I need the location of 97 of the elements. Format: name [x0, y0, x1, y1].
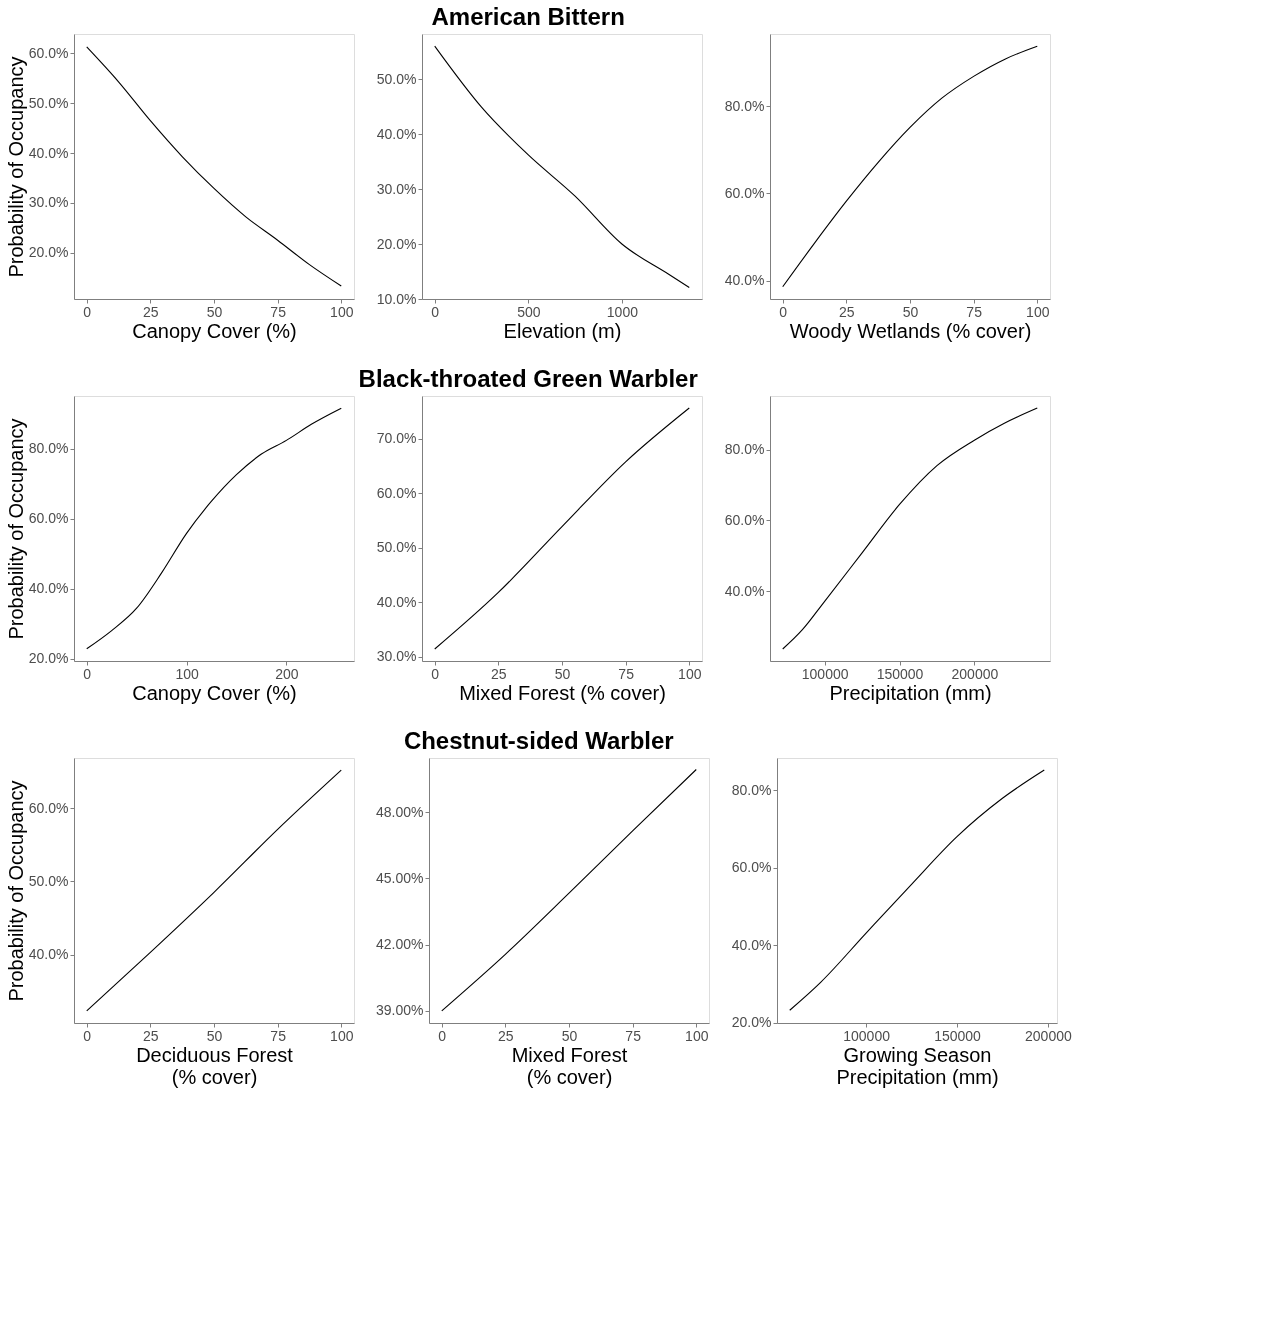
x-axis-title: Deciduous Forest (% cover) — [136, 1043, 294, 1088]
x-tick-label: 75 — [618, 665, 635, 682]
x-tick-label: 100 — [685, 1027, 709, 1044]
y-tick-label: 40.0% — [376, 125, 417, 142]
x-tick-label: 150000 — [876, 665, 924, 682]
x-axis-title: Precipitation (mm) — [829, 681, 992, 704]
x-tick-label: 500 — [517, 303, 541, 320]
x-tick-label: 0 — [431, 303, 440, 320]
x-tick-label: 25 — [143, 1027, 159, 1044]
y-axis-title: Probability of Occupancy — [4, 780, 27, 1002]
x-tick-label: 150000 — [934, 1027, 982, 1044]
y-tick-label: 10.0% — [376, 290, 417, 307]
y-tick-label: 45.00% — [376, 869, 424, 886]
line-series — [441, 768, 697, 1012]
y-tick-label: 50.0% — [28, 872, 69, 889]
chart-title: Chestnut-sided Warbler — [403, 726, 674, 754]
x-tick-label: 100000 — [801, 665, 849, 682]
y-axis-title: Probability of Occupancy — [4, 56, 27, 278]
line-series — [434, 407, 690, 650]
y-tick-label: 42.00% — [376, 936, 424, 953]
x-axis-title: Canopy Cover (%) — [132, 681, 297, 704]
y-tick-label: 39.00% — [376, 1002, 424, 1019]
x-tick-label: 0 — [83, 1027, 92, 1044]
y-tick-label: 20.0% — [731, 1014, 772, 1031]
x-axis-title: Canopy Cover (%) — [132, 319, 297, 342]
x-axis-title: Mixed Forest (% cover) — [459, 681, 666, 704]
y-tick-label: 70.0% — [376, 430, 417, 447]
y-tick-label: 80.0% — [731, 781, 772, 798]
y-tick-label: 40.0% — [731, 936, 772, 953]
x-tick-label: 50 — [561, 1027, 578, 1044]
line-series — [789, 769, 1045, 1011]
x-tick-label: 50 — [554, 665, 571, 682]
x-tick-label: 50 — [206, 1027, 223, 1044]
line-series — [86, 407, 342, 650]
x-tick-label: 100 — [330, 303, 354, 320]
y-tick-label: 60.0% — [28, 510, 69, 527]
y-tick-label: 30.0% — [376, 648, 417, 665]
y-tick-label: 80.0% — [28, 440, 69, 457]
y-tick-label: 60.0% — [731, 859, 772, 876]
x-tick-label: 0 — [438, 1027, 447, 1044]
y-tick-label: 60.0% — [28, 44, 69, 61]
y-tick-label: 20.0% — [376, 235, 417, 252]
x-tick-label: 75 — [966, 303, 983, 320]
y-tick-label: 30.0% — [376, 180, 417, 197]
x-tick-label: 200000 — [951, 665, 999, 682]
y-tick-label: 40.0% — [28, 580, 69, 597]
y-tick-label: 40.0% — [376, 593, 417, 610]
x-tick-label: 25 — [839, 303, 855, 320]
x-tick-label: 0 — [431, 665, 440, 682]
x-tick-label: 50 — [206, 303, 223, 320]
x-tick-label: 25 — [491, 665, 507, 682]
x-tick-label: 0 — [83, 303, 92, 320]
y-tick-label: 48.00% — [376, 803, 424, 820]
y-tick-label: 40.0% — [28, 144, 69, 161]
line-series — [86, 769, 342, 1012]
x-tick-label: 0 — [779, 303, 788, 320]
y-tick-label: 60.0% — [724, 511, 765, 528]
y-tick-label: 40.0% — [28, 946, 69, 963]
x-axis-title: Woody Wetlands (% cover) — [789, 319, 1032, 342]
x-tick-label: 25 — [498, 1027, 514, 1044]
y-axis-title: Probability of Occupancy — [4, 418, 27, 640]
x-tick-label: 200000 — [1025, 1027, 1072, 1044]
y-tick-label: 50.0% — [28, 94, 69, 111]
x-tick-label: 0 — [83, 665, 92, 682]
x-tick-label: 100 — [175, 665, 199, 682]
x-tick-label: 100 — [1026, 303, 1050, 320]
x-tick-label: 100000 — [843, 1027, 891, 1044]
x-tick-label: 75 — [270, 1027, 287, 1044]
x-tick-label: 25 — [143, 303, 159, 320]
y-tick-label: 80.0% — [724, 97, 765, 114]
y-tick-label: 20.0% — [28, 650, 69, 667]
line-series — [782, 407, 1038, 650]
y-tick-label: 30.0% — [28, 194, 69, 211]
line-series — [782, 45, 1038, 288]
y-tick-label: 60.0% — [28, 799, 69, 816]
x-axis-title: Mixed Forest (% cover) — [511, 1043, 628, 1088]
x-axis-title: Growing Season Precipitation (mm) — [836, 1043, 999, 1088]
y-tick-label: 50.0% — [376, 539, 417, 556]
x-tick-label: 75 — [625, 1027, 642, 1044]
y-tick-label: 40.0% — [724, 582, 765, 599]
line-series — [434, 45, 690, 288]
x-tick-label: 100 — [330, 1027, 354, 1044]
x-tick-label: 75 — [270, 303, 287, 320]
x-tick-label: 50 — [902, 303, 919, 320]
y-tick-label: 20.0% — [28, 244, 69, 261]
chart-title: American Bittern — [431, 2, 625, 30]
x-tick-label: 1000 — [606, 303, 639, 320]
x-tick-label: 100 — [678, 665, 702, 682]
y-tick-label: 80.0% — [724, 441, 765, 458]
x-tick-label: 200 — [275, 665, 299, 682]
y-tick-label: 40.0% — [724, 272, 765, 289]
y-tick-label: 50.0% — [376, 70, 417, 87]
y-tick-label: 60.0% — [376, 484, 417, 501]
chart-title: Black-throated Green Warbler — [358, 364, 698, 392]
x-axis-title: Elevation (m) — [503, 319, 622, 342]
line-series — [86, 46, 342, 287]
y-tick-label: 60.0% — [724, 184, 765, 201]
